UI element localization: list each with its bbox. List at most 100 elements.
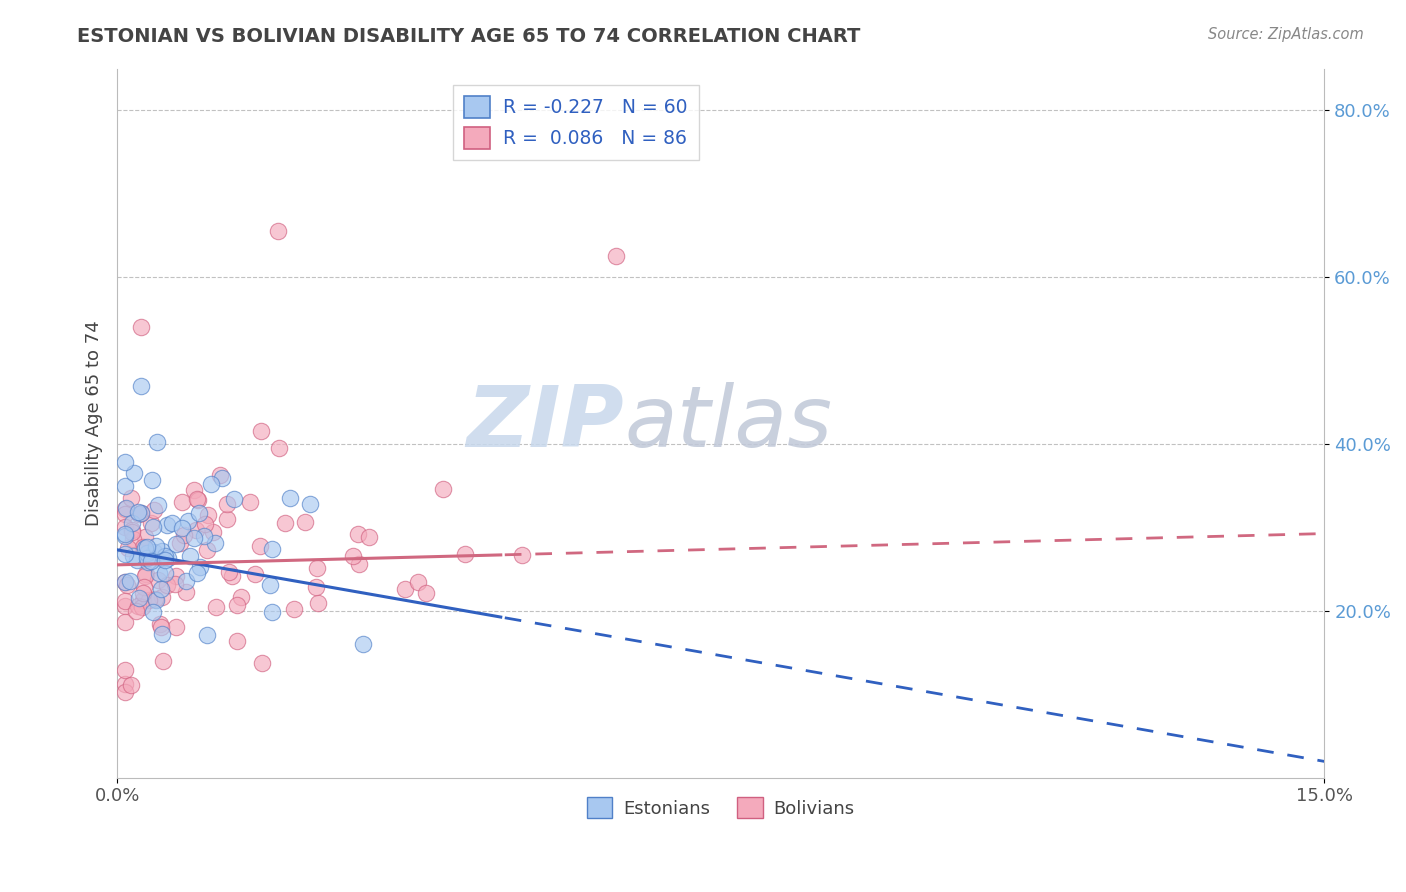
Point [141, 473, 163, 487]
Point [117, 541, 139, 555]
Point [132, 586, 155, 600]
Point [114, 599, 136, 613]
Point [153, 549, 176, 563]
Point [114, 684, 136, 698]
Point [114, 663, 136, 677]
Point [283, 601, 305, 615]
Point [127, 599, 149, 614]
Point [131, 378, 153, 392]
Point [209, 467, 232, 482]
Point [415, 586, 437, 600]
Point [174, 585, 197, 599]
Point [135, 566, 157, 581]
Point [299, 497, 322, 511]
Point [197, 508, 219, 523]
Point [120, 491, 142, 505]
Point [114, 507, 136, 521]
Point [205, 599, 228, 614]
Point [115, 578, 138, 592]
Point [114, 594, 136, 608]
Point [153, 553, 176, 567]
Point [188, 560, 211, 574]
Point [122, 532, 145, 546]
Point [114, 677, 136, 691]
Point [132, 592, 155, 607]
Text: Source: ZipAtlas.com: Source: ZipAtlas.com [1208, 27, 1364, 42]
Point [177, 514, 200, 528]
Point [357, 530, 380, 544]
Point [136, 540, 159, 554]
Point [141, 520, 163, 534]
Point [114, 520, 136, 534]
Point [129, 506, 152, 520]
Point [183, 531, 205, 545]
Point [150, 590, 173, 604]
Point [605, 249, 627, 263]
Point [165, 620, 187, 634]
Point [217, 497, 239, 511]
Point [114, 615, 136, 629]
Point [127, 553, 149, 567]
Point [127, 505, 149, 519]
Point [145, 593, 167, 607]
Point [114, 455, 136, 469]
Point [274, 516, 297, 530]
Point [156, 517, 179, 532]
Point [131, 320, 153, 334]
Point [453, 547, 475, 561]
Point [267, 441, 290, 455]
Point [204, 536, 226, 550]
Point [250, 424, 273, 438]
Point [121, 516, 143, 530]
Point [134, 568, 156, 582]
Point [179, 549, 201, 563]
Point [145, 435, 167, 450]
Point [193, 529, 215, 543]
Point [146, 498, 169, 512]
Point [160, 516, 183, 530]
Point [131, 600, 153, 615]
Point [260, 605, 283, 619]
Point [184, 523, 207, 537]
Point [172, 494, 194, 508]
Point [165, 577, 187, 591]
Point [221, 569, 243, 583]
Point [134, 580, 156, 594]
Point [156, 578, 179, 592]
Point [138, 593, 160, 607]
Point [239, 495, 262, 509]
Point [122, 467, 145, 481]
Point [165, 569, 187, 583]
Point [307, 561, 329, 575]
Point [186, 566, 208, 581]
Point [115, 500, 138, 515]
Point [149, 616, 172, 631]
Point [114, 527, 136, 541]
Point [121, 523, 143, 537]
Point [183, 483, 205, 497]
Point [202, 525, 225, 540]
Text: ZIP: ZIP [467, 382, 624, 465]
Point [121, 549, 143, 563]
Point [174, 574, 197, 589]
Point [114, 574, 136, 589]
Point [150, 627, 173, 641]
Point [150, 544, 173, 558]
Point [114, 574, 136, 589]
Point [305, 580, 328, 594]
Point [149, 582, 172, 596]
Point [249, 539, 271, 553]
Point [259, 578, 281, 592]
Point [186, 492, 208, 507]
Point [252, 656, 274, 670]
Point [406, 575, 429, 590]
Point [125, 604, 148, 618]
Point [141, 554, 163, 568]
Y-axis label: Disability Age 65 to 74: Disability Age 65 to 74 [86, 320, 103, 526]
Point [121, 524, 143, 539]
Point [195, 542, 218, 557]
Point [152, 654, 174, 668]
Point [118, 574, 141, 589]
Point [148, 573, 170, 587]
Point [134, 541, 156, 555]
